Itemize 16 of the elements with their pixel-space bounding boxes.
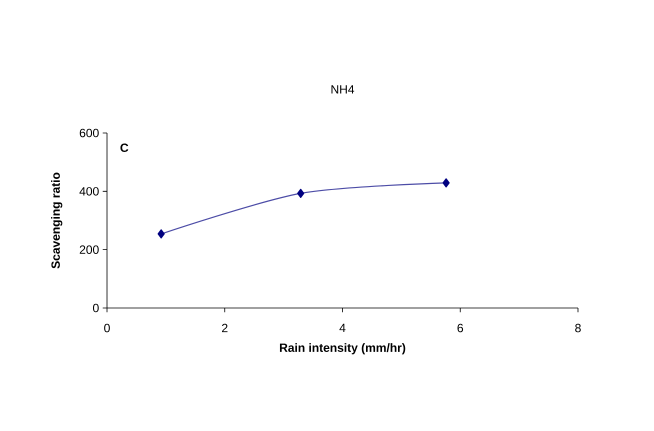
x-axis-title: Rain intensity (mm/hr) [280,343,406,354]
point [442,178,450,188]
y-axis-title: Scavenging ratio [51,172,62,268]
annotation: C [120,144,128,152]
x-tick-label: 0 [104,324,110,332]
y-tick-label: 200 [80,245,99,254]
x-tick-label: 4 [339,324,346,332]
y-tick-label: 600 [80,128,99,138]
x-tick-label: 6 [458,324,464,332]
x-tick-label: 2 [222,324,228,332]
point [297,188,304,198]
x-tick-label: 8 [575,324,581,332]
y-tick-label: 400 [79,187,99,196]
y-tick-label: 0 [93,304,99,312]
point [158,229,165,239]
chart-title: NH4 [331,85,354,94]
